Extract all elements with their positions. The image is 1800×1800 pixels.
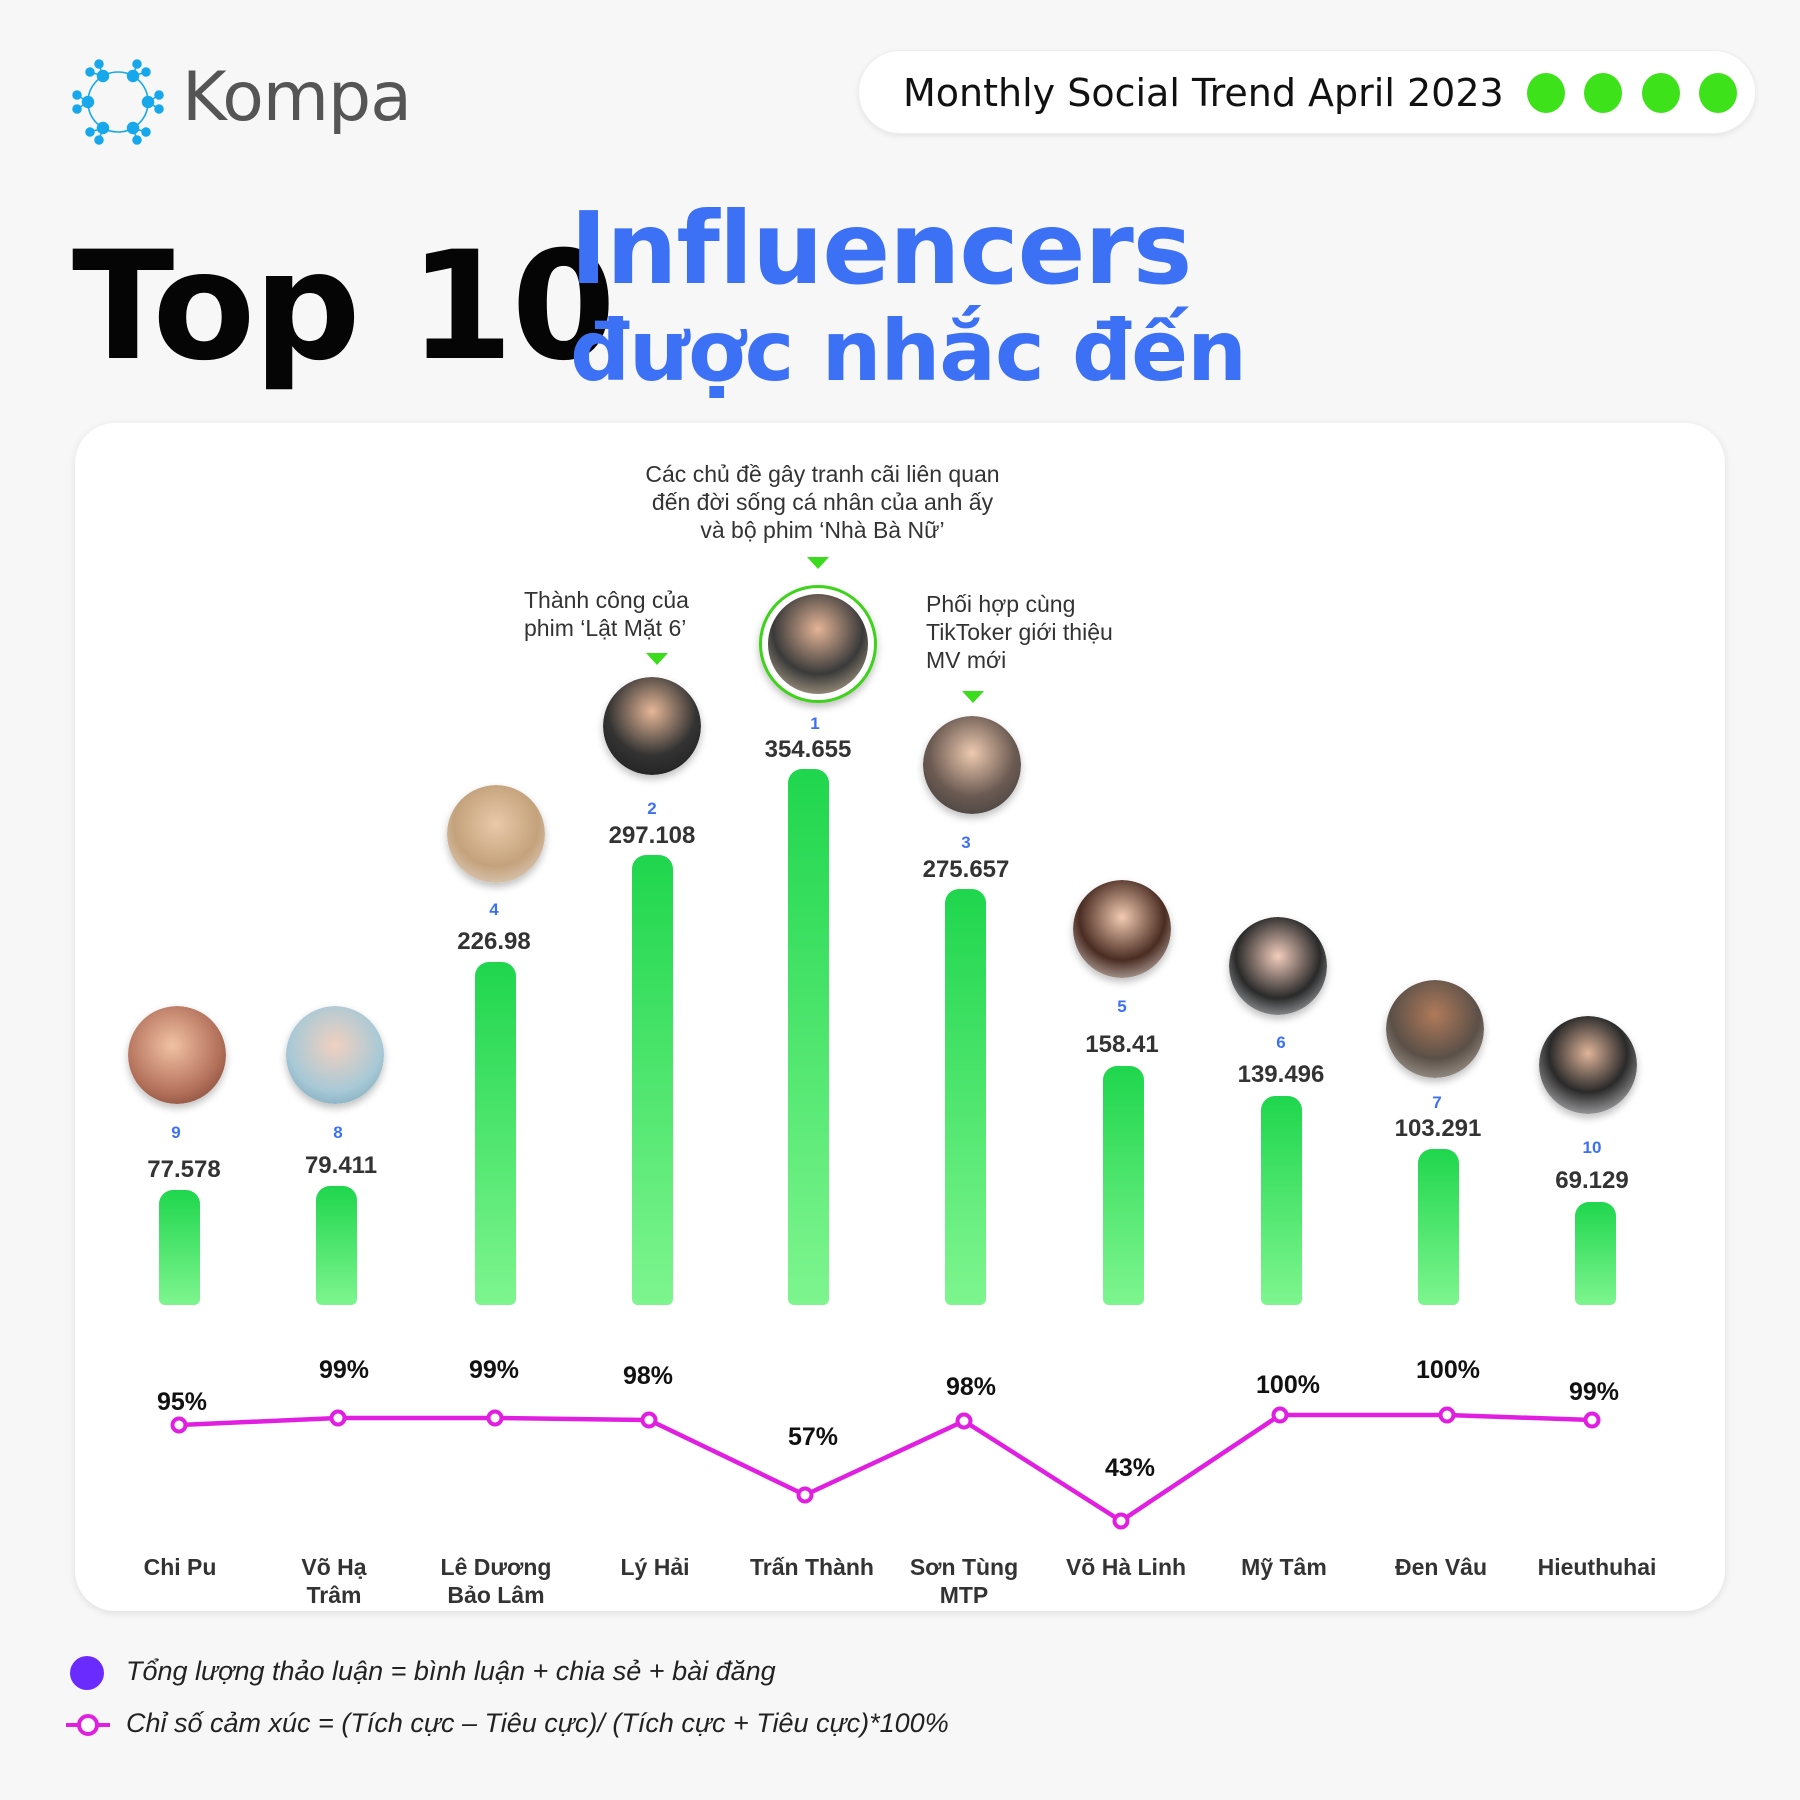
volume-label: 103.291 <box>1394 1115 1482 1142</box>
volume-label: 79.411 <box>304 1152 378 1179</box>
avatar-ly-hai <box>603 677 701 775</box>
influencer-name: Trấn Thành <box>750 1554 874 1580</box>
rank-label: 5 <box>1117 997 1127 1016</box>
volume-bar <box>1103 1066 1144 1305</box>
annotation-pointer-icon <box>807 557 829 569</box>
rank-label: 6 <box>1276 1033 1286 1052</box>
brand-name: Kompa <box>182 58 412 137</box>
volume-bar <box>945 889 986 1305</box>
legend-volume-icon <box>70 1656 104 1690</box>
influencer-name: Chi Pu <box>143 1554 217 1580</box>
annotation-tran-thanh: Các chủ đề gây tranh cãi liên quan đến đ… <box>645 461 1000 543</box>
rank-label: 2 <box>647 799 657 818</box>
green-dot-icon <box>1642 73 1680 113</box>
avatar-son-tung-mtp <box>923 716 1021 814</box>
influencer-name: Lê Dương Bảo Lâm <box>440 1554 552 1608</box>
volume-label: 297.108 <box>608 822 696 849</box>
volume-bar <box>1418 1149 1459 1305</box>
title-top10: Top 10 <box>72 220 616 394</box>
rank-label: 1 <box>810 714 820 733</box>
avatar-le-duong-bao-lam <box>447 785 545 883</box>
influencer-name: Lý Hải <box>620 1554 690 1580</box>
volume-bar <box>632 855 673 1305</box>
volume-bar <box>159 1190 200 1305</box>
influencer-name: Võ Hà Linh <box>1065 1554 1187 1580</box>
influencer-name: Mỹ Tâm <box>1241 1554 1327 1580</box>
rank-label: 9 <box>171 1123 181 1142</box>
volume-bar <box>316 1186 357 1305</box>
legend-sentiment-icon <box>66 1714 110 1736</box>
legend-volume-text: Tổng lượng thảo luận = bình luận + chia … <box>126 1656 776 1686</box>
volume-label: 69.129 <box>1555 1167 1629 1194</box>
legend-sentiment-text: Chỉ số cảm xúc = (Tích cực – Tiêu cực)/ … <box>126 1708 949 1738</box>
rank-label: 10 <box>1582 1138 1602 1157</box>
annotation-ly-hai: Thành công của phim ‘Lật Mặt 6’ <box>524 587 689 641</box>
influencer-name: Đen Vâu <box>1394 1554 1488 1580</box>
avatar-vo-ha-linh <box>1073 880 1171 978</box>
sentiment-label: 99% <box>1568 1378 1620 1406</box>
avatar-vo-ha-tram <box>286 1006 384 1104</box>
volume-bar <box>475 962 516 1305</box>
avatar-tran-thanh <box>759 585 877 703</box>
sentiment-label: 99% <box>468 1356 520 1384</box>
influencer-name: Sơn Tùng MTP <box>909 1554 1019 1608</box>
rank-label: 4 <box>489 900 499 919</box>
sentiment-label: 98% <box>945 1373 997 1401</box>
sentiment-label: 43% <box>1104 1454 1156 1482</box>
title-influencers: Influencers <box>570 190 1192 307</box>
sentiment-label: 100% <box>1416 1356 1480 1384</box>
volume-bar <box>1261 1096 1302 1305</box>
green-dot-icon <box>1584 73 1622 113</box>
volume-label: 226.98 <box>457 928 531 955</box>
avatar-chi-pu <box>128 1006 226 1104</box>
annotation-pointer-icon <box>646 653 668 665</box>
green-dot-icon <box>1527 73 1565 113</box>
green-dot-icon <box>1699 73 1737 113</box>
volume-label: 158.41 <box>1085 1031 1159 1058</box>
avatar-my-tam <box>1229 917 1327 1015</box>
title-subtitle: được nhắc đến <box>570 302 1247 400</box>
volume-label: 77.578 <box>147 1156 221 1183</box>
annotation-pointer-icon <box>962 691 984 703</box>
sentiment-label: 98% <box>622 1362 674 1390</box>
sentiment-label: 100% <box>1256 1371 1320 1399</box>
sentiment-label: 95% <box>156 1388 208 1416</box>
kompa-logo-icon <box>72 59 164 145</box>
rank-label: 3 <box>961 833 971 852</box>
avatar-den-vau <box>1386 980 1484 1078</box>
volume-label: 275.657 <box>922 856 1010 883</box>
avatar-hieuthuhai <box>1539 1016 1637 1114</box>
influencer-name: Võ Hạ Trâm <box>301 1554 367 1608</box>
volume-label: 354.655 <box>764 736 852 763</box>
rank-label: 7 <box>1432 1093 1442 1112</box>
period-badge: Monthly Social Trend April 2023 <box>858 50 1756 134</box>
sentiment-label: 99% <box>318 1356 370 1384</box>
annotation-son-tung: Phối hợp cùng TikToker giới thiệu MV mới <box>926 591 1113 673</box>
rank-label: 8 <box>333 1123 343 1142</box>
volume-label: 139.496 <box>1237 1061 1325 1088</box>
volume-bar <box>788 769 829 1305</box>
influencer-name: Hieuthuhai <box>1537 1554 1657 1580</box>
period-badge-text: Monthly Social Trend April 2023 <box>903 71 1504 115</box>
sentiment-label: 57% <box>787 1423 839 1451</box>
volume-bar <box>1575 1202 1616 1305</box>
